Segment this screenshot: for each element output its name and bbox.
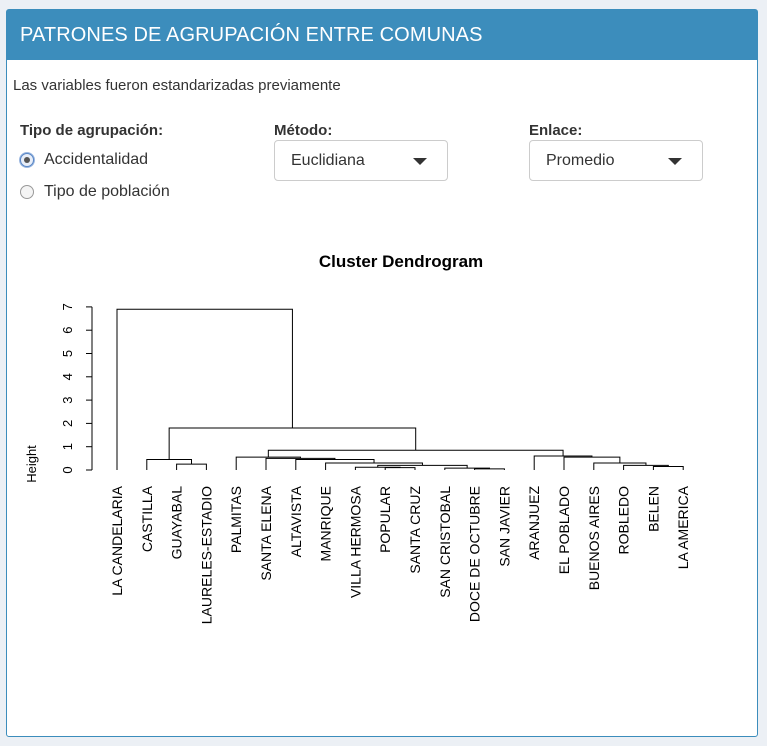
leaf-label: POPULAR bbox=[377, 486, 393, 553]
dendrogram-link bbox=[652, 466, 684, 470]
dendrogram-link bbox=[354, 466, 401, 470]
clustering-panel: PATRONES DE AGRUPACIÓN ENTRE COMUNAS bbox=[6, 9, 758, 737]
leaf-label: ROBLEDO bbox=[616, 486, 632, 555]
leaf-label: EL POBLADO bbox=[556, 486, 572, 574]
y-tick-label: 1 bbox=[60, 443, 75, 450]
dendrogram-link bbox=[593, 462, 647, 470]
linkage-select-value: Promedio bbox=[546, 151, 615, 169]
radio-accidentalidad-label: Accidentalidad bbox=[44, 151, 149, 168]
y-tick-label: 3 bbox=[60, 396, 75, 403]
dendrogram-link bbox=[168, 427, 417, 460]
leaf-label: SANTA CRUZ bbox=[407, 486, 423, 574]
standardization-note: Las variables fueron estandarizadas prev… bbox=[13, 77, 341, 94]
y-tick-label: 6 bbox=[60, 327, 75, 334]
caret-down-icon bbox=[413, 158, 427, 165]
panel-title: PATRONES DE AGRUPACIÓN ENTRE COMUNAS bbox=[20, 23, 483, 46]
dendrogram-link bbox=[563, 456, 621, 470]
leaf-label: LA CANDELARIA bbox=[109, 485, 125, 595]
radio-accidentalidad[interactable]: Accidentalidad bbox=[20, 151, 148, 169]
leaf-label: ALTAVISTA bbox=[288, 485, 304, 557]
y-tick-label: 4 bbox=[60, 373, 75, 380]
leaf-label: SAN JAVIER bbox=[496, 486, 512, 567]
radio-tipo-poblacion[interactable]: Tipo de población bbox=[20, 183, 170, 201]
method-select[interactable]: Euclidiana bbox=[274, 140, 448, 181]
dendrogram-link bbox=[265, 457, 336, 470]
radio-tipo-poblacion-input[interactable] bbox=[20, 185, 34, 199]
linkage-select[interactable]: Promedio bbox=[529, 140, 703, 181]
leaf-label: LAURELES-ESTADIO bbox=[198, 486, 214, 624]
leaf-label: ARANJUEZ bbox=[526, 486, 542, 560]
dendrogram-link bbox=[235, 456, 301, 470]
dendrogram-link bbox=[295, 459, 375, 470]
y-axis-label: Height bbox=[24, 445, 39, 483]
radio-tipo-poblacion-label: Tipo de población bbox=[44, 183, 170, 200]
radio-accidentalidad-input[interactable] bbox=[20, 153, 34, 167]
panel-header: PATRONES DE AGRUPACIÓN ENTRE COMUNAS bbox=[7, 10, 757, 60]
method-select-value: Euclidiana bbox=[291, 151, 365, 169]
leaf-label: SANTA ELENA bbox=[258, 485, 274, 580]
y-tick-label: 2 bbox=[60, 420, 75, 427]
leaf-label: MANRIQUE bbox=[318, 486, 334, 561]
y-tick-label: 7 bbox=[60, 303, 75, 310]
leaf-label: SAN CRISTOBAL bbox=[437, 486, 453, 598]
linkage-label: Enlace: bbox=[529, 122, 583, 139]
dendrogram-link bbox=[116, 308, 293, 470]
method-label: Método: bbox=[274, 122, 333, 139]
leaf-label: DOCE DE OCTUBRE bbox=[467, 486, 483, 622]
dendrogram-link bbox=[267, 449, 564, 458]
leaf-label: VILLA HERMOSA bbox=[347, 485, 363, 598]
leaf-label: PALMITAS bbox=[228, 486, 244, 553]
y-tick-label: 5 bbox=[60, 350, 75, 357]
chart-title: Cluster Dendrogram bbox=[319, 252, 483, 271]
dendrogram-link bbox=[474, 468, 505, 470]
dendrogram-link bbox=[325, 462, 423, 470]
dendrogram-link bbox=[146, 459, 192, 470]
dendrogram-link bbox=[384, 467, 416, 470]
dendrogram-link bbox=[533, 455, 593, 470]
dendrogram-link bbox=[176, 463, 207, 470]
y-tick-label: 0 bbox=[60, 466, 75, 473]
leaf-label: GUAYABAL bbox=[169, 486, 185, 560]
leaf-label: LA AMERICA bbox=[675, 485, 691, 569]
caret-down-icon bbox=[668, 158, 682, 165]
grouping-label: Tipo de agrupación: bbox=[20, 122, 164, 139]
leaf-label: BUENOS AIRES bbox=[586, 486, 602, 590]
leaf-label: BELEN bbox=[645, 486, 661, 532]
leaf-label: CASTILLA bbox=[139, 485, 155, 552]
